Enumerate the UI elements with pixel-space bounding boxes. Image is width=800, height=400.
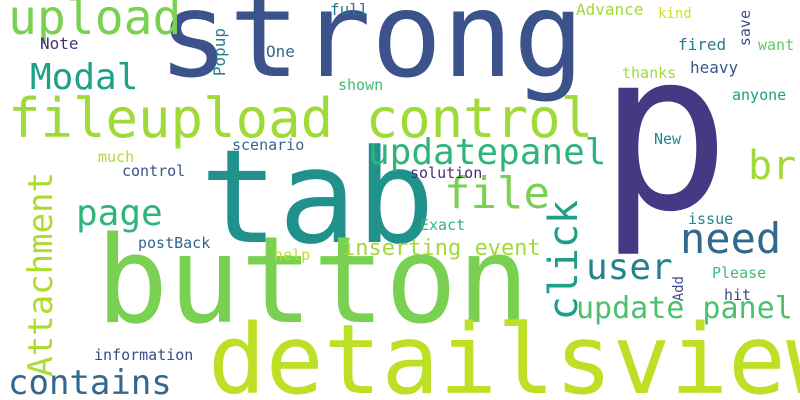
word-new: New [654,130,682,148]
word-fired: fired [678,35,727,54]
word-much: much [98,148,135,166]
word-tab: tab [200,121,435,273]
word-update-panel: update panel [576,291,793,326]
word-scenario: scenario [232,136,305,154]
word-exact: Exact [420,216,466,234]
word-heavy: heavy [690,58,739,77]
word-please: Please [712,264,767,282]
word-note: Note [40,34,79,53]
word-advance: Advance [576,0,644,19]
word-save: save [736,10,754,47]
word-updatepanel: updatepanel [368,132,607,173]
word-user: user [586,247,673,288]
word-br: br [748,143,797,189]
word-upload: upload [8,0,182,46]
word-hit: hit [724,286,752,304]
word-detailsview: detailsview [208,304,800,400]
word-button: button [96,212,530,351]
word-need: need [680,214,782,263]
word-contains: contains [8,363,172,400]
word-popup: Popup [210,28,229,77]
word-information: information [94,346,194,364]
word-shown: shown [338,76,384,94]
word-page: page [76,193,163,234]
word-add: Add [671,276,687,302]
word-one: One [266,42,295,61]
word-modal: Modal [30,57,139,98]
word-solution: solution [410,164,483,182]
word-attachment: Attachment [21,172,61,377]
word-thanks: thanks [622,64,677,82]
word-issue: issue [688,210,734,228]
word-control: control [122,162,186,180]
word-full: full [330,0,369,19]
word-help: help [274,246,311,264]
word-anyone: anyone [732,86,787,104]
word-postback: postBack [138,234,211,252]
word-inserting-event: inserting event [342,236,541,261]
word-strong: strong [158,0,585,104]
word-want: want [758,36,795,54]
word-p: p [598,4,731,260]
word-kind: kind [658,6,692,22]
word-fileupload-control: fileupload control [8,87,594,150]
word-file: file [444,168,550,219]
